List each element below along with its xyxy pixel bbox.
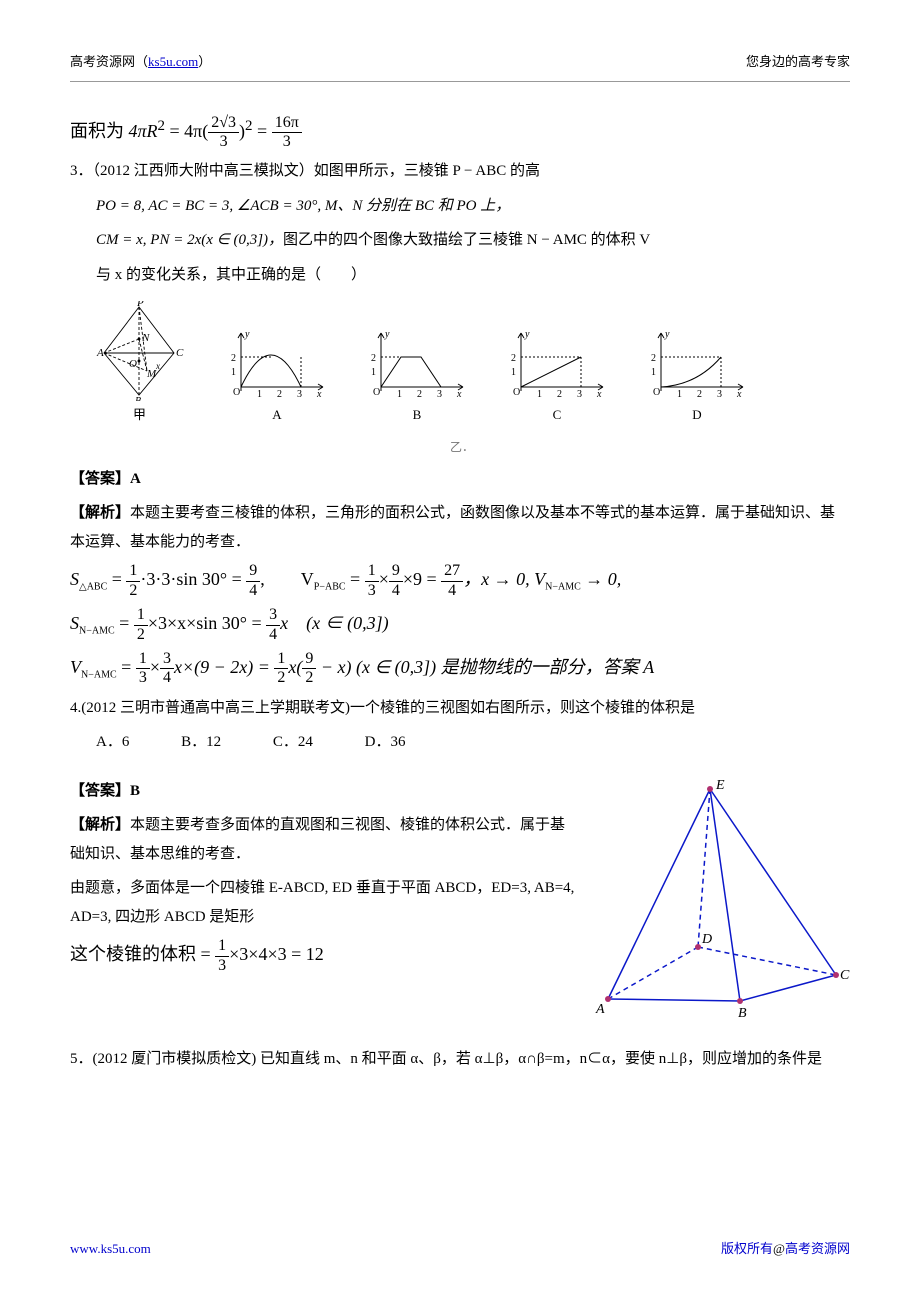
svg-text:y: y <box>664 329 670 340</box>
svg-text:x: x <box>596 389 602 400</box>
chart-B: O 1 2 3 x 1 2 y B <box>367 327 467 428</box>
chart-A: O 1 2 3 x 1 2 y A <box>227 327 327 428</box>
svg-text:C: C <box>840 968 850 983</box>
svg-text:O: O <box>129 358 137 370</box>
svg-text:1: 1 <box>511 367 516 378</box>
svg-text:O: O <box>653 387 660 398</box>
svg-text:1: 1 <box>371 367 376 378</box>
svg-text:O: O <box>233 387 240 398</box>
svg-text:2: 2 <box>231 353 236 364</box>
q4-optB: B．12 <box>181 728 221 757</box>
q3-stem3: CM = x, PN = 2x(x ∈ (0,3])，图乙中的四个图像大致描绘了… <box>70 226 850 255</box>
chart-C: O 1 2 3 x 1 2 y C <box>507 327 607 428</box>
q3-math3: VN−AMC = 13×34x×(9 − 2x) = 12x(92 − x) (… <box>70 650 850 688</box>
svg-text:y: y <box>524 329 530 340</box>
svg-text:P: P <box>136 301 144 309</box>
svg-text:2: 2 <box>277 389 282 400</box>
q4-optD: D．36 <box>365 728 406 757</box>
svg-text:2: 2 <box>651 353 656 364</box>
header-left-tail: ） <box>198 54 211 69</box>
svg-text:x: x <box>736 389 742 400</box>
svg-text:C: C <box>176 347 184 359</box>
figure-jia: P A C B N O M x 甲 <box>92 301 187 428</box>
svg-text:y: y <box>384 329 390 340</box>
svg-text:x: x <box>316 389 322 400</box>
svg-text:3: 3 <box>717 389 722 400</box>
graph-row: P A C B N O M x 甲 <box>92 301 850 428</box>
footer-left[interactable]: www.ks5u.com <box>70 1237 151 1262</box>
q3-math2: SN−AMC = 12×3×x×sin 30° = 34x (x ∈ (0,3]… <box>70 606 850 644</box>
svg-text:A: A <box>595 1002 605 1017</box>
chart-D: O 1 2 3 x 1 2 y D <box>647 327 747 428</box>
svg-text:E: E <box>715 778 725 793</box>
caption-jia: 甲 <box>92 403 187 428</box>
q4-options: A．6 B．12 C．24 D．36 <box>70 728 850 757</box>
q4-optC: C．24 <box>273 728 313 757</box>
q3-stem1: 3．（2012 江西师大附中高三模拟文）如图甲所示，三棱锥 P − ABC 的高 <box>70 157 850 186</box>
svg-text:2: 2 <box>557 389 562 400</box>
svg-text:B: B <box>135 396 141 401</box>
svg-text:1: 1 <box>651 367 656 378</box>
q3-math1: S△ABC = 12·3·3·sin 30° = 94, VP−ABC = 13… <box>70 562 850 600</box>
label-D: D <box>647 403 747 428</box>
svg-text:A: A <box>96 347 104 359</box>
q3-stem2: PO = 8, AC = BC = 3, ∠ACB = 30°, M、N 分别在… <box>70 192 850 221</box>
svg-text:y: y <box>244 329 250 340</box>
page-footer: www.ks5u.com 版权所有@高考资源网 <box>70 1237 850 1262</box>
svg-text:1: 1 <box>677 389 682 400</box>
footer-right: 版权所有@高考资源网 <box>721 1237 850 1262</box>
tetra-sketch: P A C B N O M x <box>92 301 187 401</box>
q3-stem4: 与 x 的变化关系，其中正确的是（ ） <box>70 261 850 290</box>
svg-text:x: x <box>155 361 160 371</box>
svg-text:3: 3 <box>577 389 582 400</box>
svg-text:1: 1 <box>231 367 236 378</box>
svg-text:2: 2 <box>371 353 376 364</box>
svg-text:B: B <box>738 1006 747 1021</box>
svg-text:3: 3 <box>297 389 302 400</box>
label-B: B <box>367 403 467 428</box>
q3-answer: 【答案】A <box>70 465 850 494</box>
q4-optA: A．6 <box>96 728 129 757</box>
svg-text:2: 2 <box>511 353 516 364</box>
svg-text:O: O <box>513 387 520 398</box>
svg-text:N: N <box>141 332 150 344</box>
eq-sphere-area: 面积为 4πR2 = 4π(2√33)2 = 16π3 <box>70 112 850 152</box>
label-A: A <box>227 403 327 428</box>
q4-figure: E A B C D <box>590 777 850 1027</box>
header-right: 您身边的高考专家 <box>746 50 850 75</box>
q4-stem: 4.(2012 三明市普通高中高三上学期联考文)一个棱锥的三视图如右图所示，则这… <box>70 694 850 723</box>
svg-text:2: 2 <box>417 389 422 400</box>
q3-explain: 【解析】本题主要考查三棱锥的体积，三角形的面积公式，函数图像以及基本不等式的基本… <box>70 499 850 556</box>
header-link[interactable]: ks5u.com <box>148 54 198 69</box>
header-left: 高考资源网（ks5u.com） <box>70 50 211 75</box>
label-C: C <box>507 403 607 428</box>
content-body: 面积为 4πR2 = 4π(2√33)2 = 16π3 3．（2012 江西师大… <box>70 112 850 1074</box>
header-left-text: 高考资源网（ <box>70 54 148 69</box>
svg-text:3: 3 <box>437 389 442 400</box>
page-header: 高考资源网（ks5u.com） 您身边的高考专家 <box>70 50 850 82</box>
svg-text:O: O <box>373 387 380 398</box>
caption-yi: 乙． <box>450 436 850 459</box>
svg-text:1: 1 <box>397 389 402 400</box>
svg-text:x: x <box>456 389 462 400</box>
svg-text:1: 1 <box>257 389 262 400</box>
svg-text:1: 1 <box>537 389 542 400</box>
svg-text:2: 2 <box>697 389 702 400</box>
svg-text:D: D <box>701 932 712 947</box>
q5-stem: 5．(2012 厦门市模拟质检文) 已知直线 m、n 和平面 α、β，若 α⊥β… <box>70 1045 850 1074</box>
